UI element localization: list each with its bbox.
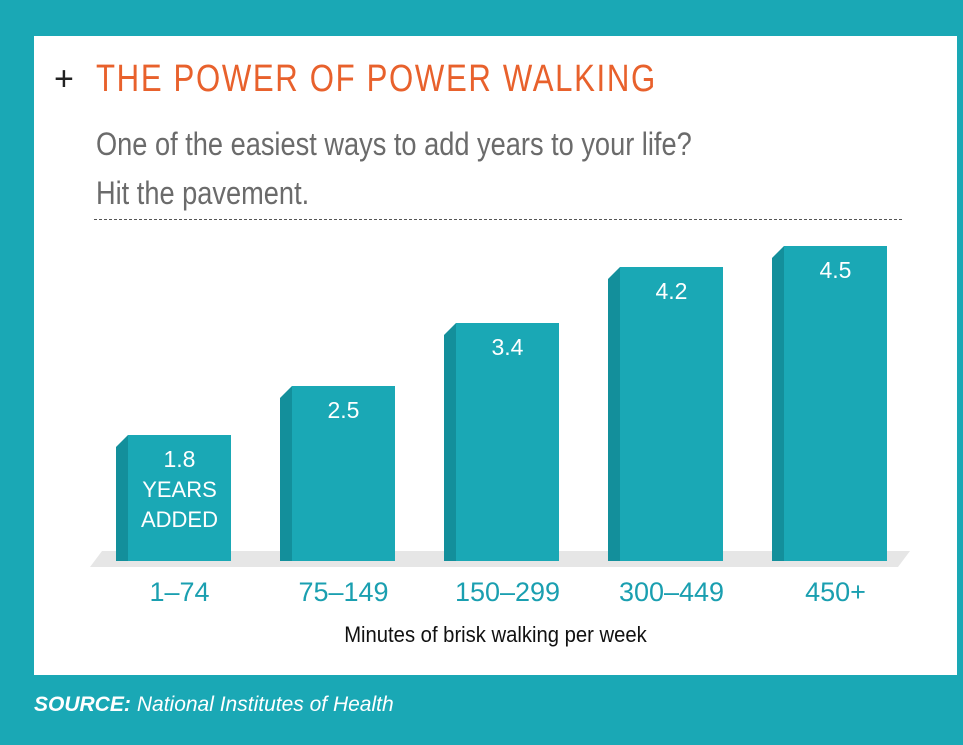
chart-subtitle: One of the easiest ways to add years to … [96,120,692,218]
bar-side [772,246,784,561]
x-tick-label: 450+ [805,577,866,607]
bar [128,435,231,561]
x-axis-label: Minutes of brisk walking per week [344,622,647,647]
x-tick-label: 300–449 [619,577,724,607]
x-tick-label: 150–299 [455,577,560,607]
bar-value-label: 1.8 [164,446,196,472]
bar [784,246,887,561]
chart-title: THE POWER OF POWER WALKING [96,58,657,100]
bar-value-label: 4.2 [656,278,688,304]
source-text: National Institutes of Health [136,693,394,716]
dashed-divider [94,219,902,220]
bar-chart: 1.8 YEARS ADDED 1–74 2.5 75–149 3.4 150–299 4.2 3… [90,246,910,607]
bar-side [280,386,292,561]
x-tick-label: 75–149 [298,577,388,607]
bar-value-label: 3.4 [492,334,524,360]
subtitle-line-2: Hit the pavement. [96,175,310,211]
bar-side [444,323,456,561]
bar-unit-label: YEARS [142,477,217,502]
infographic-card: + THE POWER OF POWER WALKING One of the … [34,36,957,675]
bar-unit-label: ADDED [141,507,218,532]
bar [620,267,723,561]
source-credit: SOURCE: National Institutes of Health [34,693,394,717]
subtitle-line-1: One of the easiest ways to add years to … [96,126,692,162]
bar-value-label: 4.5 [820,257,852,283]
bar [456,323,559,561]
plus-icon: + [54,60,74,98]
source-label: SOURCE: [34,693,131,716]
bar-side [608,267,620,561]
bar [292,386,395,561]
bar-side [116,435,128,561]
title-row: + THE POWER OF POWER WALKING [54,60,780,98]
x-tick-label: 1–74 [149,577,209,607]
bar-value-label: 2.5 [328,397,360,423]
